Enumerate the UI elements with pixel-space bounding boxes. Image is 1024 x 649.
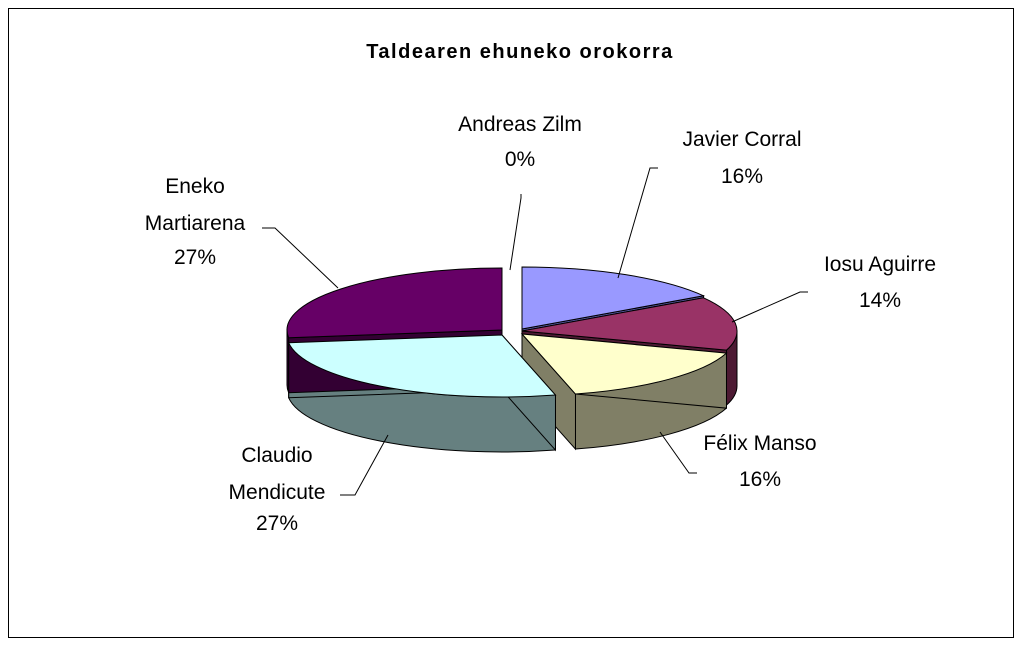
chart-title: Taldearen ehuneko orokorra [366, 41, 674, 63]
slice-tops [286, 266, 738, 398]
slice-label-felix-manso: Félix Manso [703, 432, 816, 455]
leader-line-felix-manso [659, 431, 697, 474]
chart-frame [8, 8, 1014, 638]
slice-percent-javier-corral: 16% [721, 165, 763, 188]
slice-label-iosu-aguirre: Iosu Aguirre [824, 253, 936, 276]
leader-line-andreas-zilm [509, 194, 522, 271]
slice-claudio-mendicute [287, 334, 557, 398]
slice-label-andreas-zilm: Andreas Zilm [458, 113, 582, 136]
slice-labels: Javier Corral 16% Iosu Aguirre 14% Félix Man… [145, 113, 936, 535]
slice-percent-iosu-aguirre: 14% [859, 289, 901, 312]
slice-percent-eneko-martiarena: 27% [174, 246, 216, 269]
slice-eneko-martiarena [286, 267, 503, 339]
slice-javier-corral [521, 266, 706, 330]
slice-label-claudio-mendicute: Mendicute [229, 481, 326, 504]
slice-percent-andreas-zilm: 0% [505, 148, 535, 171]
slice-percent-felix-manso: 16% [739, 468, 781, 491]
slice-percent-claudio-mendicute: 27% [256, 512, 298, 535]
slice-label-eneko-martiarena: Martiarena [145, 212, 246, 235]
leader-line-eneko-martiarena [262, 227, 339, 289]
leader-line-claudio-mendicute [340, 434, 389, 496]
slice-label-eneko-martiarena: Eneko [165, 175, 225, 198]
leader-line-javier-corral [617, 167, 658, 279]
slice-label-javier-corral: Javier Corral [682, 128, 801, 151]
slice-felix-manso [520, 333, 728, 395]
slice-label-claudio-mendicute: Claudio [241, 444, 312, 467]
leader-line-iosu-aguirre [731, 291, 808, 323]
leader-lines [262, 167, 808, 496]
slice-iosu-aguirre [521, 297, 738, 351]
